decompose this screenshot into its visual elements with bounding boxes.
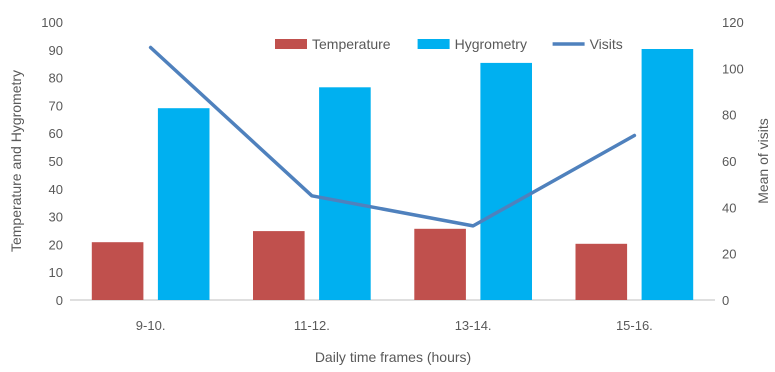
x-tick-label: 11-12.: [294, 318, 330, 333]
x-tick-label: 13-14.: [455, 318, 492, 333]
legend-swatch-temperature: [275, 39, 307, 49]
x-tick-label: 9-10.: [136, 318, 166, 333]
x-tick-label: 15-16.: [616, 318, 653, 333]
y2-tick-label: 120: [722, 15, 744, 30]
y2-tick-label: 40: [722, 200, 736, 215]
y-tick-label: 100: [41, 15, 63, 30]
legend-swatch-hygrometry: [417, 39, 450, 49]
y-tick-label: 0: [56, 293, 63, 308]
bar-temperature-2: [414, 228, 466, 300]
bar-temperature-3: [575, 243, 628, 300]
y2-axis-title: Mean of visits: [755, 118, 771, 204]
y2-tick-label: 100: [722, 61, 744, 76]
y-tick-label: 30: [49, 210, 63, 225]
bar-temperature-0: [91, 242, 144, 300]
bar-hygrometry-0: [157, 108, 210, 300]
y-axis-title: Temperature and Hygrometry: [8, 70, 24, 252]
x-axis-title: Daily time frames (hours): [315, 349, 471, 365]
legend-label-hygrometry: Hygrometry: [455, 36, 527, 52]
y-tick-label: 10: [49, 265, 63, 280]
y-tick-label: 20: [49, 237, 63, 252]
y-tick-label: 80: [49, 71, 63, 86]
y-tick-label: 50: [49, 154, 63, 169]
y-tick-label: 90: [49, 43, 63, 58]
legend-label-visits: Visits: [590, 36, 623, 52]
bar-hygrometry-3: [641, 49, 694, 300]
y-tick-label: 70: [49, 98, 63, 113]
bar-temperature-1: [253, 231, 305, 300]
bar-hygrometry-2: [480, 62, 532, 301]
bar-hygrometry-1: [319, 87, 371, 300]
y-tick-label: 40: [49, 182, 63, 197]
legend-label-temperature: Temperature: [312, 36, 391, 52]
y2-tick-label: 20: [722, 247, 736, 262]
y2-tick-label: 0: [722, 293, 729, 308]
y-tick-label: 60: [49, 126, 63, 141]
series-line-visits: [148, 45, 637, 228]
y2-tick-label: 60: [722, 154, 736, 169]
y2-tick-label: 80: [722, 108, 736, 123]
